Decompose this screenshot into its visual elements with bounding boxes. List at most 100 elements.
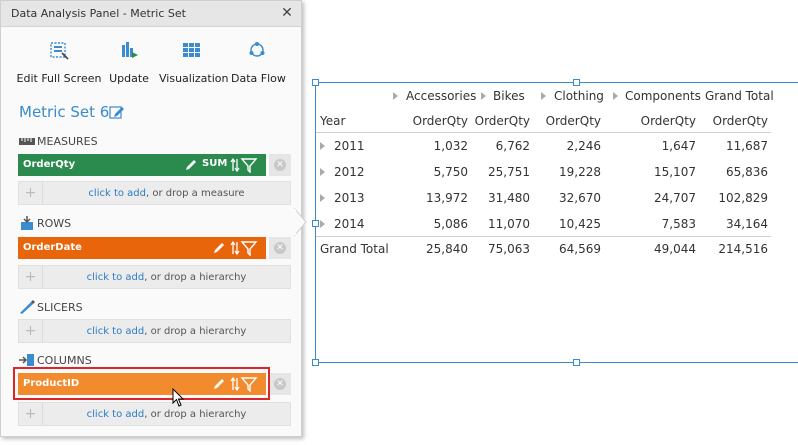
resize-handle-bottom-left[interactable]: [312, 359, 319, 366]
remove-icon: ✕: [274, 159, 286, 171]
rows-section: ROWS: [19, 216, 139, 230]
sort-filter-icon[interactable]: [230, 157, 258, 173]
sort-filter-icon[interactable]: [230, 376, 258, 392]
measure-field-label: OrderQty: [23, 159, 76, 170]
metric-set-title: Metric Set 6: [19, 103, 110, 121]
grand-total-label: Grand Total: [320, 242, 389, 256]
mouse-cursor-icon: [172, 388, 185, 407]
update-label: Update: [109, 72, 149, 85]
cell-value: 31,480: [488, 191, 530, 205]
pivot-table[interactable]: Accessories Bikes Clothing Components Gr…: [312, 79, 798, 366]
cell-value: 102,829: [718, 191, 768, 205]
add-measure-button[interactable]: +: [19, 182, 43, 204]
update-icon: [122, 42, 138, 58]
expand-row-icon[interactable]: [320, 220, 325, 228]
measure-add-link[interactable]: click to add: [88, 188, 146, 199]
cell-value: 5,086: [433, 217, 468, 231]
rows-add-link[interactable]: click to add: [86, 272, 145, 283]
expand-row-icon[interactable]: [320, 142, 325, 150]
ruler-icon: [19, 138, 35, 145]
cell-value: 75,063: [488, 242, 530, 256]
add-row-button[interactable]: +: [19, 266, 43, 288]
columns-dropzone-text: click to add, or drop a hierarchy: [43, 409, 290, 420]
slicers-dropzone[interactable]: + click to add, or drop a hierarchy: [18, 319, 291, 343]
data-flow-label: Data Flow: [231, 72, 286, 85]
rows-heading: ROWS: [37, 217, 72, 230]
panel-title: Data Analysis Panel - Metric Set: [11, 7, 186, 20]
columns-dropzone[interactable]: + click to add, or drop a hierarchy: [18, 402, 291, 426]
slicers-heading: SLICERS: [37, 301, 83, 314]
expand-components-icon[interactable]: [613, 92, 618, 100]
cell-value: 32,670: [559, 191, 601, 205]
cell-value: 13,972: [426, 191, 468, 205]
add-column-button[interactable]: +: [19, 403, 43, 425]
columns-add-link[interactable]: click to add: [86, 409, 145, 420]
visualization-button[interactable]: Visualization: [159, 35, 229, 91]
column-field-productid[interactable]: ProductID: [18, 373, 266, 395]
edit-full-screen-label: Edit Full Screen: [16, 72, 102, 85]
cell-value: 49,044: [654, 242, 696, 256]
measure-remove-button[interactable]: ✕: [269, 154, 291, 176]
column-header-accessories: Accessories: [406, 89, 477, 103]
visualization-label: Visualization: [159, 72, 229, 85]
pencil-icon[interactable]: [212, 241, 226, 255]
rows-dropzone[interactable]: + click to add, or drop a hierarchy: [18, 265, 291, 289]
cell-value: 11,070: [488, 217, 530, 231]
resize-handle-left[interactable]: [312, 220, 319, 227]
total-divider: [316, 236, 771, 237]
measures-heading: MEASURES: [37, 135, 98, 148]
rows-dropzone-suffix: , or drop a hierarchy: [144, 272, 247, 283]
data-flow-button[interactable]: Data Flow: [231, 35, 286, 91]
remove-icon: ✕: [274, 378, 286, 390]
resize-handle-bottom[interactable]: [573, 359, 580, 366]
row-field-orderdate[interactable]: OrderDate: [18, 237, 266, 259]
add-slicer-button[interactable]: +: [19, 320, 43, 342]
slicer-icon: [20, 300, 35, 314]
cell-value: 65,836: [726, 165, 768, 179]
panel-titlebar[interactable]: Data Analysis Panel - Metric Set ✕: [1, 1, 301, 27]
measure-field-tools: SUM: [184, 157, 260, 173]
edit-title-icon[interactable]: [109, 104, 125, 124]
sort-filter-icon[interactable]: [230, 240, 258, 256]
measure-header: OrderQty: [640, 114, 696, 128]
measures-section: MEASURES: [19, 134, 139, 148]
resize-handle-top-left[interactable]: [312, 79, 319, 86]
expand-row-icon[interactable]: [320, 194, 325, 202]
edit-full-screen-button[interactable]: Edit Full Screen: [15, 35, 103, 91]
data-analysis-panel: Data Analysis Panel - Metric Set ✕ Edit …: [0, 0, 302, 437]
cell-value: 11,687: [726, 139, 768, 153]
close-button[interactable]: ✕: [281, 5, 293, 21]
expand-row-icon[interactable]: [320, 168, 325, 176]
edit-full-screen-icon: [50, 42, 69, 60]
update-button[interactable]: Update: [106, 35, 152, 91]
measure-header: OrderQty: [412, 114, 468, 128]
row-remove-button[interactable]: ✕: [269, 237, 291, 259]
cell-value: 19,228: [559, 165, 601, 179]
cell-value: 2,246: [566, 139, 601, 153]
cell-value: 34,164: [726, 217, 768, 231]
columns-heading: COLUMNS: [37, 354, 92, 367]
cell-value: 1,032: [433, 139, 468, 153]
column-remove-button[interactable]: ✕: [269, 373, 291, 395]
expand-accessories-icon[interactable]: [393, 92, 398, 100]
pencil-icon[interactable]: [184, 158, 198, 172]
expand-clothing-icon[interactable]: [541, 92, 546, 100]
pencil-icon[interactable]: [212, 377, 226, 391]
slicers-add-link[interactable]: click to add: [86, 326, 145, 337]
row-label: 2012: [334, 165, 365, 179]
expand-bikes-icon[interactable]: [481, 92, 486, 100]
measure-field-orderqty[interactable]: OrderQty SUM: [18, 154, 266, 176]
slicers-section: SLICERS: [19, 300, 139, 314]
row-field-label: OrderDate: [23, 242, 82, 253]
visualization-icon: [183, 43, 200, 57]
column-header-bikes: Bikes: [493, 89, 525, 103]
data-flow-icon: [249, 42, 265, 57]
measure-dropzone-text: click to add, or drop a measure: [43, 188, 290, 199]
row-field-tools: [212, 240, 260, 256]
resize-handle-top[interactable]: [573, 79, 580, 86]
rows-icon: [21, 216, 33, 230]
aggregation-label[interactable]: SUM: [202, 158, 228, 169]
cell-value: 25,751: [488, 165, 530, 179]
row-label: 2011: [334, 139, 365, 153]
measure-dropzone[interactable]: + click to add, or drop a measure: [18, 181, 291, 205]
